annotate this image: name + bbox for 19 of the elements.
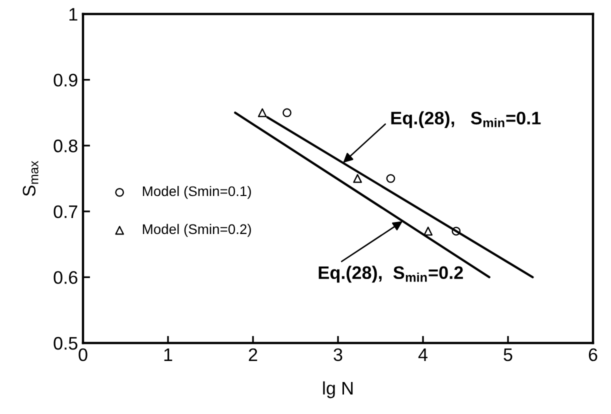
y-tick-label: 0.5	[54, 336, 78, 350]
y-tick-label: 0.6	[54, 271, 78, 284]
y-tick-label: 0.8	[54, 140, 78, 152]
x-tick-label: 0	[78, 348, 88, 362]
x-tick-label: 3	[334, 348, 342, 362]
y-axis-title: S$_{max}$	[22, 160, 38, 196]
x-tick-label: 5	[504, 348, 512, 362]
annotation: Eq.(28), S$_{min}$=0.2	[318, 266, 463, 283]
y-tick-label: 0.9	[54, 74, 78, 87]
annotation: Eq.(28), S$_{min}$=0.1	[391, 111, 541, 128]
x-tick-label: 4	[418, 348, 428, 361]
y-tick-label: 1	[69, 8, 78, 21]
legend-label: Model (Smin=0.2)	[142, 224, 251, 237]
y-tick-label: 0.7	[54, 205, 78, 218]
x-tick-label: 6	[588, 348, 598, 362]
x-tick-label: 1	[164, 348, 172, 361]
x-axis-title: lg N	[323, 381, 353, 398]
x-tick-label: 2	[248, 348, 258, 361]
legend-label: Model (Smin=0.1)	[142, 186, 251, 199]
